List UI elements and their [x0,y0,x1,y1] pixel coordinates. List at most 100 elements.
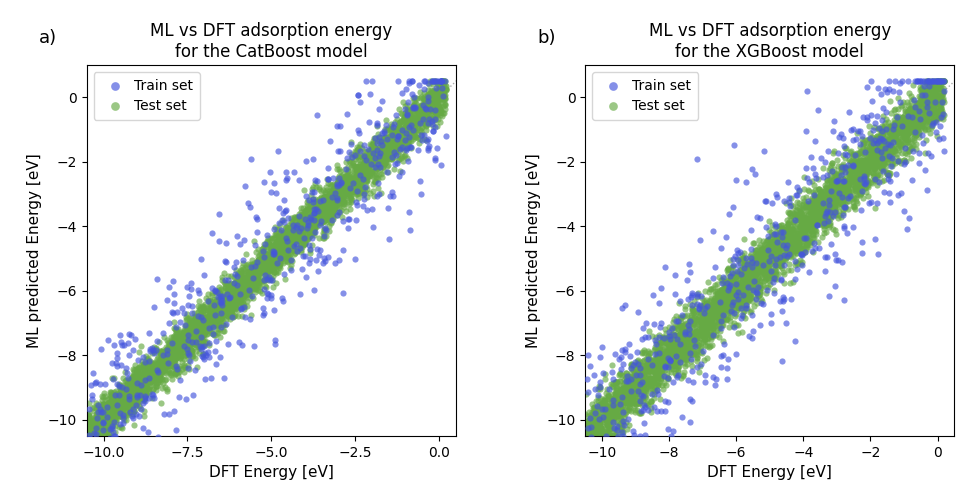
Test set [165,375,180,383]
Train set [592,353,607,361]
Test set [278,254,293,262]
Test set [139,374,154,382]
Test set [415,94,430,102]
Test set [583,420,599,428]
Test set [152,347,168,355]
Test set [863,163,878,171]
Test set [345,183,361,191]
Test set [275,260,290,268]
Test set [253,268,268,276]
Test set [276,239,291,247]
Test set [803,218,818,226]
Test set [406,102,421,110]
Test set [206,317,222,325]
Test set [601,405,616,413]
Test set [322,212,337,220]
Test set [344,183,360,191]
Test set [198,313,213,321]
Test set [816,211,831,219]
Test set [616,375,631,383]
Test set [876,148,892,156]
Test set [848,165,864,173]
Test set [806,198,821,206]
Test set [309,216,325,224]
Test set [191,338,206,346]
Test set [260,262,276,270]
Test set [382,133,397,141]
Train set [219,258,234,266]
Test set [297,213,312,221]
Test set [897,130,912,138]
Test set [728,293,743,301]
Test set [902,123,918,131]
Test set [290,222,306,230]
Test set [359,165,374,173]
Test set [168,351,183,359]
Test set [215,290,230,298]
Test set [637,379,653,387]
Train set [146,346,161,354]
Test set [728,273,743,281]
Test set [246,280,261,288]
Test set [432,84,447,92]
Test set [647,356,662,364]
Test set [322,195,337,203]
Test set [195,314,210,322]
Test set [597,404,612,412]
Test set [284,235,300,243]
Test set [368,148,384,156]
Test set [182,321,198,329]
Test set [818,221,834,229]
Test set [705,330,720,338]
Test set [269,238,284,246]
Test set [694,318,710,326]
Test set [137,375,152,383]
Test set [277,246,292,254]
Train set [864,77,879,85]
Train set [922,82,937,90]
Test set [936,111,951,119]
Test set [844,187,859,195]
Test set [795,199,811,207]
Test set [799,222,815,230]
Test set [292,220,308,228]
Test set [343,182,359,190]
Train set [382,235,397,243]
Test set [226,274,241,282]
Train set [332,181,347,189]
Test set [698,319,713,327]
Train set [712,352,728,360]
Test set [365,144,381,152]
Test set [372,153,388,161]
Test set [784,236,799,244]
Test set [876,160,892,168]
Test set [293,247,308,256]
Test set [375,155,390,163]
Test set [802,215,817,223]
Test set [246,269,261,277]
Test set [823,207,839,215]
Test set [184,346,200,354]
Test set [896,140,911,148]
Test set [424,98,440,106]
Test set [120,397,136,405]
Test set [422,93,438,101]
Test set [128,394,144,402]
Test set [330,191,345,199]
Train set [433,77,448,85]
Test set [346,174,362,182]
Test set [866,157,881,165]
Test set [124,391,140,399]
Test set [673,324,688,332]
Test set [792,224,808,232]
Test set [809,200,824,208]
Test set [924,95,939,103]
Test set [285,242,301,250]
Test set [302,232,317,240]
Test set [863,157,878,165]
Test set [598,406,613,414]
Test set [689,357,705,365]
Test set [817,192,833,200]
Test set [257,249,273,258]
Test set [387,132,402,140]
